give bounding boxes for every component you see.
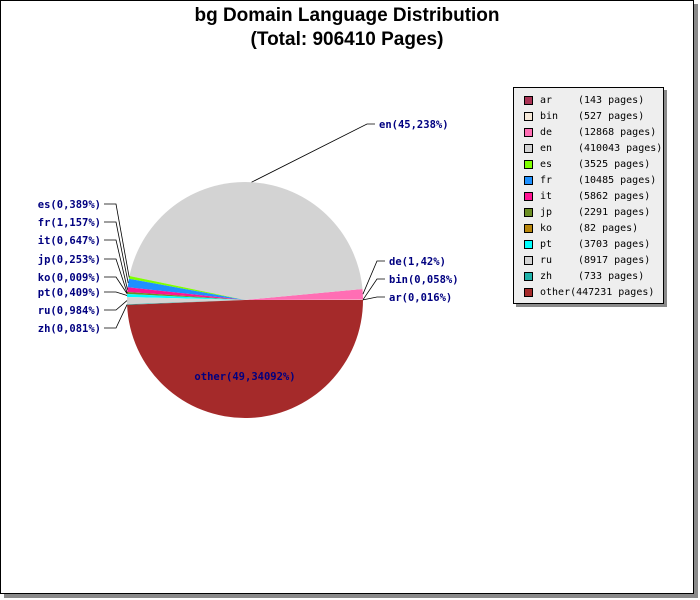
slice-label-bin: bin(0,058%) xyxy=(389,274,459,286)
legend-pages-other: other(447231 pages) xyxy=(540,287,655,298)
legend-item-ar: ar (143 pages) xyxy=(522,93,662,109)
legend-item-en: en (410043 pages) xyxy=(522,141,662,157)
slice-label-ar: ar(0,016%) xyxy=(389,292,452,304)
legend-code-ru: ru xyxy=(540,255,553,266)
leader-line-de xyxy=(362,260,385,295)
legend-item-fr: fr (10485 pages) xyxy=(522,173,662,189)
slice-label-it: it(0,647%) xyxy=(38,235,101,247)
legend-pages-ko: (82 pages) xyxy=(578,223,639,234)
slice-label-en: en(45,238%) xyxy=(379,119,449,131)
slice-label-de: de(1,42%) xyxy=(389,256,446,268)
legend-swatch-en xyxy=(524,144,533,153)
slice-label-jp: jp(0,253%) xyxy=(38,254,101,266)
legend-code-it: it xyxy=(540,191,553,202)
legend-swatch-ko xyxy=(524,224,533,233)
chart-subtitle: (Total: 906410 Pages) xyxy=(250,29,444,50)
chart-title: bg Domain Language Distribution (Total: … xyxy=(0,4,694,52)
leader-line-en xyxy=(251,123,375,183)
pie-slice-jp xyxy=(127,292,245,300)
pie-slice-pt xyxy=(127,293,245,300)
legend-swatch-it xyxy=(524,192,533,201)
legend-swatch-de xyxy=(524,128,533,137)
legend-item-de: de (12868 pages) xyxy=(522,125,662,141)
pie-slice-zh xyxy=(127,300,245,305)
leader-line-fr xyxy=(104,221,129,284)
pie-slice-ru xyxy=(127,296,245,305)
legend-pages-pt: (3703 pages) xyxy=(578,239,651,250)
legend-code-pt: pt xyxy=(540,239,553,250)
slice-label-ko: ko(0,009%) xyxy=(38,272,101,284)
leader-line-it xyxy=(104,239,128,290)
legend-code-es: es xyxy=(540,159,553,170)
legend-swatch-zh xyxy=(524,272,533,281)
legend-pages-jp: (2291 pages) xyxy=(578,207,651,218)
pie-slice-other xyxy=(127,300,363,419)
legend-pages-it: (5862 pages) xyxy=(578,191,651,202)
legend-code-jp: jp xyxy=(540,207,553,218)
legend-item-other: other(447231 pages) xyxy=(522,285,662,301)
legend-item-jp: jp (2291 pages) xyxy=(522,205,662,221)
legend-pages-fr: (10485 pages) xyxy=(578,175,657,186)
leader-line-pt xyxy=(104,291,128,296)
leader-line-es xyxy=(104,203,130,278)
legend-item-bin: bin (527 pages) xyxy=(522,109,662,125)
legend-pages-ar: (143 pages) xyxy=(578,95,645,106)
legend-item-zh: zh (733 pages) xyxy=(522,269,662,285)
legend-code-ko: ko xyxy=(540,223,553,234)
legend: ar (143 pages) bin (527 pages) de (12868 page… xyxy=(513,87,664,304)
pie-slice-it xyxy=(127,287,245,300)
legend-pages-es: (3525 pages) xyxy=(578,159,651,170)
legend-swatch-es xyxy=(524,160,533,169)
pie-slice-ko xyxy=(127,293,245,300)
pie-slice-fr xyxy=(127,278,245,300)
pie-slice-de xyxy=(245,288,363,300)
legend-item-ru: ru (8917 pages) xyxy=(522,253,662,269)
slice-label-ru: ru(0,984%) xyxy=(38,305,101,317)
pie-slice-bin xyxy=(245,299,364,300)
legend-pages-bin: (527 pages) xyxy=(578,111,645,122)
slice-label-other: other(49,34092%) xyxy=(194,371,295,383)
legend-swatch-ru xyxy=(524,256,533,265)
legend-pages-ru: (8917 pages) xyxy=(578,255,651,266)
legend-code-bin: bin xyxy=(540,111,559,122)
legend-item-pt: pt (3703 pages) xyxy=(522,237,662,253)
legend-swatch-ar xyxy=(524,96,533,105)
slice-label-fr: fr(1,157%) xyxy=(38,217,101,229)
legend-code-de: de xyxy=(540,127,553,138)
chart-title-line1: bg Domain Language Distribution xyxy=(194,5,500,26)
pie-slice-es xyxy=(128,275,245,300)
leader-line-jp xyxy=(104,258,128,294)
legend-swatch-bin xyxy=(524,112,533,121)
pie-slice-en xyxy=(129,182,363,300)
legend-item-es: es (3525 pages) xyxy=(522,157,662,173)
leader-line-ru xyxy=(104,300,128,311)
leader-line-zh xyxy=(104,304,128,329)
legend-pages-en: (410043 pages) xyxy=(578,143,663,154)
legend-item-it: it (5862 pages) xyxy=(522,189,662,205)
legend-code-en: en xyxy=(540,143,553,154)
slice-label-pt: pt(0,409%) xyxy=(38,287,101,299)
legend-swatch-pt xyxy=(524,240,533,249)
legend-code-fr: fr xyxy=(540,175,553,186)
legend-pages-zh: (733 pages) xyxy=(578,271,645,282)
legend-swatch-jp xyxy=(524,208,533,217)
leader-line-bin xyxy=(362,278,385,300)
legend-swatch-other xyxy=(524,288,533,297)
slice-label-es: es(0,389%) xyxy=(38,199,101,211)
legend-code-ar: ar xyxy=(540,95,553,106)
legend-code-zh: zh xyxy=(540,271,553,282)
leader-line-ko xyxy=(104,276,128,295)
slice-label-zh: zh(0,081%) xyxy=(38,323,101,335)
legend-pages-de: (12868 pages) xyxy=(578,127,657,138)
legend-swatch-fr xyxy=(524,176,533,185)
legend-item-ko: ko (82 pages) xyxy=(522,221,662,237)
leader-line-ar xyxy=(362,296,385,301)
